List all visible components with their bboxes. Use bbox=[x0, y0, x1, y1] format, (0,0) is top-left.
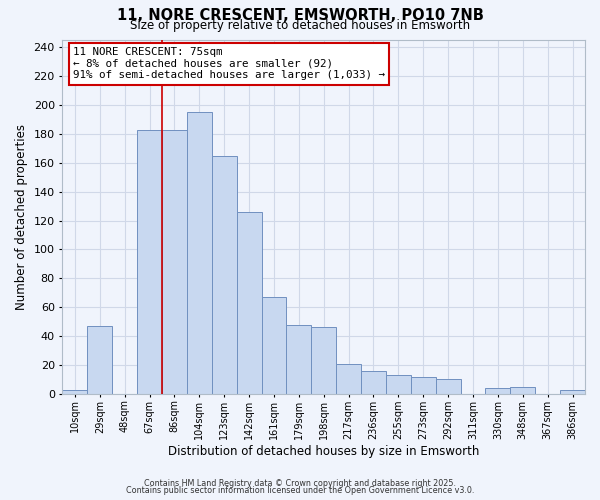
Bar bbox=[436, 380, 461, 394]
Text: Contains public sector information licensed under the Open Government Licence v3: Contains public sector information licen… bbox=[126, 486, 474, 495]
Bar bbox=[411, 376, 436, 394]
Text: 11, NORE CRESCENT, EMSWORTH, PO10 7NB: 11, NORE CRESCENT, EMSWORTH, PO10 7NB bbox=[116, 8, 484, 22]
Bar bbox=[361, 371, 386, 394]
Bar bbox=[162, 130, 187, 394]
Bar bbox=[560, 390, 585, 394]
Bar bbox=[137, 130, 162, 394]
Bar bbox=[386, 375, 411, 394]
Text: Size of property relative to detached houses in Emsworth: Size of property relative to detached ho… bbox=[130, 18, 470, 32]
Bar bbox=[62, 390, 88, 394]
Bar bbox=[311, 328, 336, 394]
Bar bbox=[187, 112, 212, 394]
Bar bbox=[336, 364, 361, 394]
Bar bbox=[212, 156, 236, 394]
Y-axis label: Number of detached properties: Number of detached properties bbox=[15, 124, 28, 310]
Text: 11 NORE CRESCENT: 75sqm
← 8% of detached houses are smaller (92)
91% of semi-det: 11 NORE CRESCENT: 75sqm ← 8% of detached… bbox=[73, 47, 385, 80]
Bar bbox=[88, 326, 112, 394]
X-axis label: Distribution of detached houses by size in Emsworth: Distribution of detached houses by size … bbox=[168, 444, 479, 458]
Bar bbox=[236, 212, 262, 394]
Text: Contains HM Land Registry data © Crown copyright and database right 2025.: Contains HM Land Registry data © Crown c… bbox=[144, 478, 456, 488]
Bar bbox=[485, 388, 511, 394]
Bar bbox=[262, 297, 286, 394]
Bar bbox=[286, 324, 311, 394]
Bar bbox=[511, 386, 535, 394]
